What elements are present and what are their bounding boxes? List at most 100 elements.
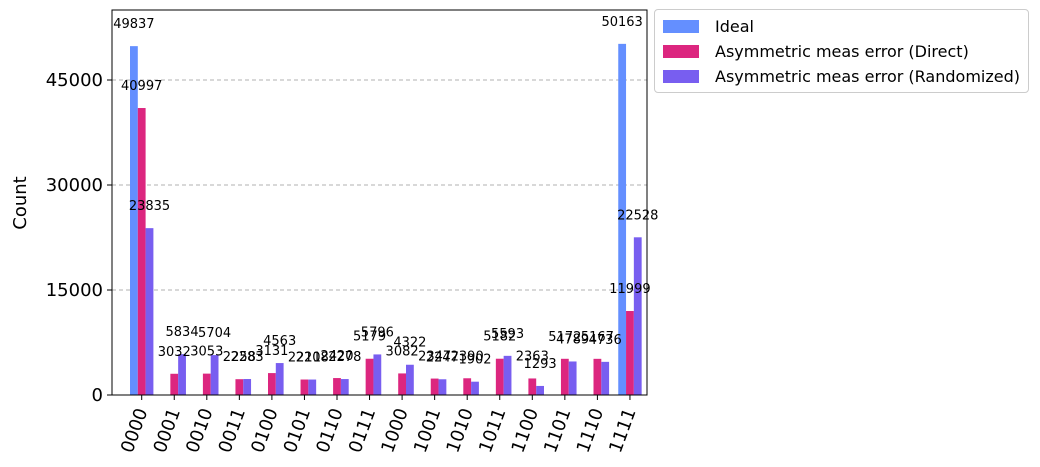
legend-swatch-randomized bbox=[663, 69, 699, 83]
data-label: 2211 bbox=[288, 351, 321, 366]
data-label: 3053 bbox=[190, 345, 223, 360]
data-label: 4789 bbox=[556, 332, 589, 347]
data-label: 1293 bbox=[524, 357, 557, 372]
y-tick-label: 15000 bbox=[46, 280, 103, 301]
data-label: 11999 bbox=[609, 282, 650, 297]
bar-0101-series-1 bbox=[300, 379, 309, 395]
x-tick-label: 1000 bbox=[377, 406, 412, 456]
data-label: 2347 bbox=[418, 350, 451, 365]
plot-frame bbox=[111, 9, 648, 396]
data-label: 2247 bbox=[426, 350, 459, 365]
data-label: 22528 bbox=[617, 208, 658, 223]
bar-0101-series-2 bbox=[308, 379, 317, 395]
bar-0010-series-1 bbox=[202, 373, 211, 395]
x-tick-label: 0001 bbox=[150, 406, 185, 456]
x-tick-label: 1111 bbox=[605, 406, 640, 456]
bar-0000-series-1 bbox=[137, 108, 146, 396]
data-label: 4563 bbox=[263, 334, 296, 349]
x-tick-label: 0011 bbox=[215, 406, 250, 456]
y-tick-label: 45000 bbox=[46, 70, 103, 91]
bar-0011-series-1 bbox=[235, 379, 244, 395]
x-tick-label: 1010 bbox=[442, 406, 477, 456]
data-label: 3131 bbox=[255, 344, 288, 359]
bar-0001-series-2 bbox=[178, 354, 186, 395]
data-label: 5167 bbox=[581, 330, 614, 345]
x-tick-label: 0110 bbox=[312, 406, 347, 456]
legend-swatch-direct bbox=[663, 44, 699, 58]
bar-1000-series-1 bbox=[398, 373, 406, 395]
data-label: 5172 bbox=[548, 330, 581, 345]
bar-0000-series-2 bbox=[145, 228, 154, 395]
bar-0100-series-1 bbox=[268, 373, 276, 395]
bar-0010-series-2 bbox=[210, 355, 219, 395]
bar-0110-series-1 bbox=[333, 378, 341, 395]
data-label: 4322 bbox=[393, 336, 426, 351]
bar-0000-series-0 bbox=[130, 46, 138, 396]
bars bbox=[130, 43, 642, 396]
data-label: 5796 bbox=[361, 325, 394, 340]
data-label: 49837 bbox=[113, 17, 154, 32]
legend-item-direct: Asymmetric meas error (Direct) bbox=[663, 40, 969, 62]
data-label: 5182 bbox=[483, 330, 516, 345]
data-label: 2420 bbox=[320, 349, 353, 364]
legend-label-direct: Asymmetric meas error (Direct) bbox=[715, 41, 969, 61]
x-tick-label: 1100 bbox=[508, 406, 543, 456]
x-tick-label: 1011 bbox=[475, 406, 510, 456]
data-label: 50163 bbox=[601, 15, 642, 30]
legend-swatch-ideal bbox=[663, 19, 699, 33]
data-label: 2390 bbox=[451, 349, 484, 364]
bar-0001-series-1 bbox=[170, 373, 179, 395]
data-label: 1902 bbox=[458, 353, 491, 368]
bar-1111-series-1 bbox=[626, 311, 634, 395]
bar-1100-series-1 bbox=[528, 378, 537, 395]
data-label: 2258 bbox=[223, 350, 256, 365]
legend-item-ideal: Ideal bbox=[663, 15, 754, 37]
x-tick-label: 1001 bbox=[410, 406, 445, 456]
bar-1101-series-1 bbox=[560, 358, 569, 395]
legend-item-randomized: Asymmetric meas error (Randomized) bbox=[663, 65, 1020, 87]
bar-1011-series-1 bbox=[495, 358, 504, 395]
bar-1110-series-1 bbox=[593, 358, 602, 395]
bar-1000-series-2 bbox=[406, 364, 414, 395]
bar-1001-series-1 bbox=[430, 378, 439, 395]
x-tick-label: 1110 bbox=[573, 406, 608, 456]
data-label: 2283 bbox=[231, 350, 264, 365]
data-label: 2208 bbox=[296, 351, 329, 366]
bar-0011-series-2 bbox=[243, 379, 252, 395]
bar-1111-series-0 bbox=[618, 43, 627, 395]
legend: Ideal Asymmetric meas error (Direct) Asy… bbox=[654, 9, 1029, 93]
data-label: 5593 bbox=[491, 327, 524, 342]
x-tick-label: 0000 bbox=[117, 406, 152, 456]
data-label: 23835 bbox=[129, 199, 170, 214]
y-tick-label: 0 bbox=[92, 385, 103, 406]
data-label: 3032 bbox=[158, 345, 191, 360]
bar-1111-series-2 bbox=[633, 237, 642, 395]
x-tick-label: 0100 bbox=[247, 406, 282, 456]
data-label: 5179 bbox=[353, 330, 386, 345]
gridlines bbox=[112, 79, 647, 291]
bar-1100-series-2 bbox=[536, 385, 544, 395]
bar-1001-series-2 bbox=[438, 379, 447, 395]
y-axis-label: Count bbox=[10, 176, 31, 229]
bar-1010-series-1 bbox=[463, 378, 472, 395]
x-tick-label: 0010 bbox=[182, 406, 217, 456]
bar-1110-series-2 bbox=[601, 361, 610, 395]
y-tick-label: 30000 bbox=[46, 175, 103, 196]
data-label: 2363 bbox=[516, 349, 549, 364]
bar-1101-series-2 bbox=[568, 361, 577, 395]
legend-label-ideal: Ideal bbox=[715, 16, 754, 36]
data-label: 4736 bbox=[589, 333, 622, 348]
x-tick-label: 1101 bbox=[540, 406, 575, 456]
bar-0111-series-2 bbox=[373, 354, 382, 395]
data-label: 5704 bbox=[198, 326, 231, 341]
data-label: 40997 bbox=[121, 79, 162, 94]
bar-0111-series-1 bbox=[365, 358, 374, 395]
x-tick-label: 0101 bbox=[280, 406, 315, 456]
data-label: 3082 bbox=[386, 344, 419, 359]
bar-0110-series-2 bbox=[340, 379, 349, 395]
data-label: 2278 bbox=[328, 350, 361, 365]
bar-0100-series-2 bbox=[275, 363, 284, 395]
bar-1011-series-2 bbox=[503, 355, 512, 395]
